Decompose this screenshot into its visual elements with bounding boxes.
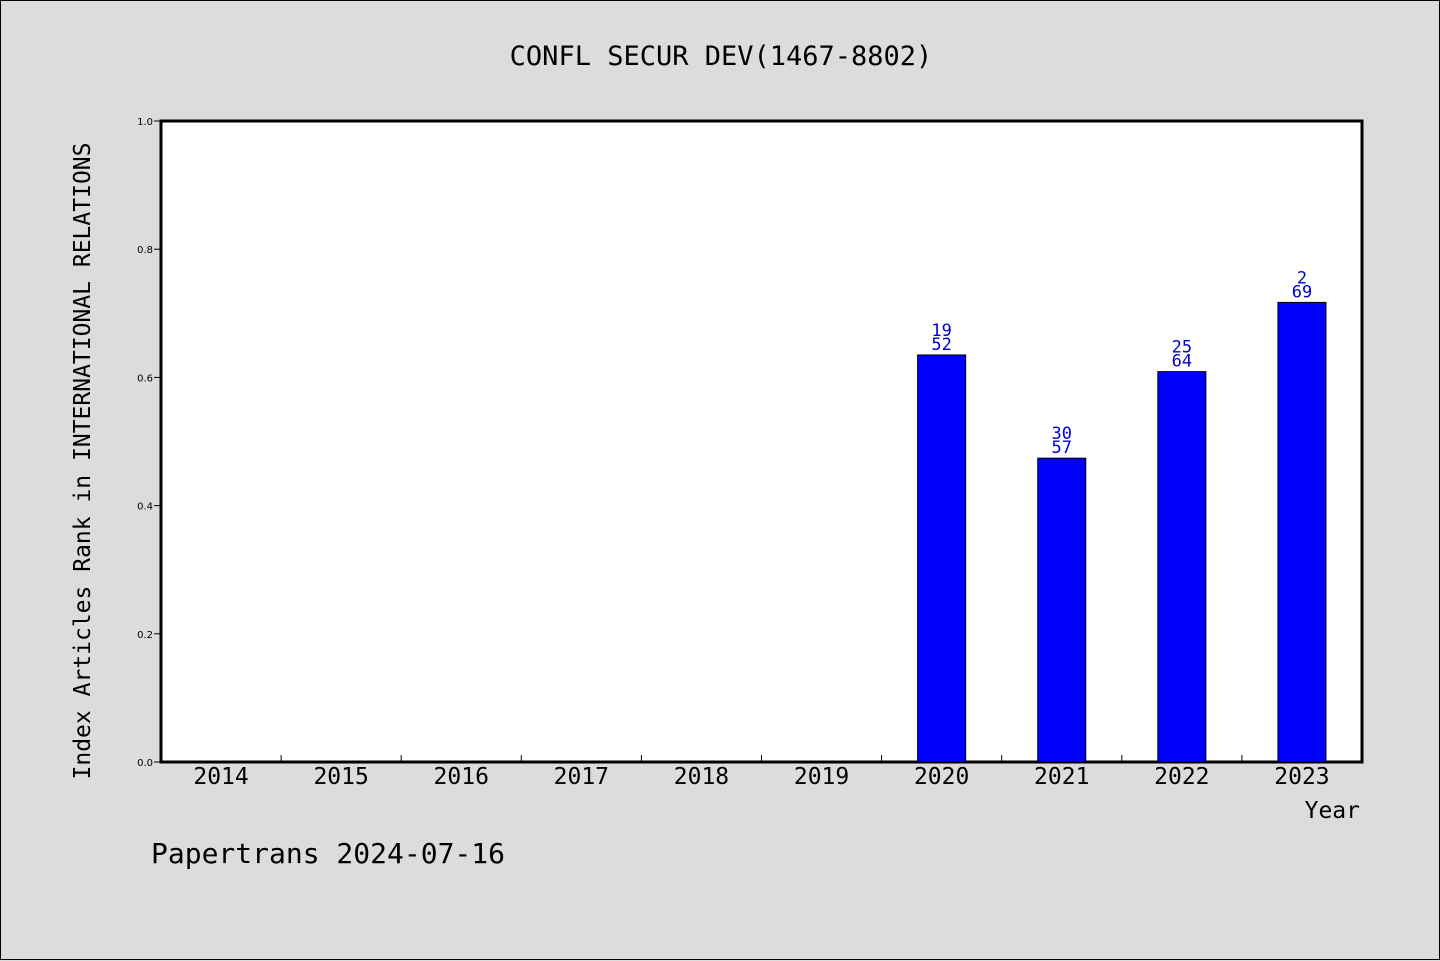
y-tick-label: 0.0 xyxy=(137,758,153,769)
footer-credit: Papertrans 2024-07-16 xyxy=(151,837,505,870)
y-axis-label: Index Articles Rank in INTERNATIONAL REL… xyxy=(70,143,96,780)
x-tick-label: 2018 xyxy=(674,764,729,790)
bar xyxy=(1277,301,1327,763)
x-axis-label: Year xyxy=(1305,798,1360,824)
y-tick-label: 0.2 xyxy=(137,630,153,641)
x-tick-label: 2015 xyxy=(313,764,368,790)
bar-label-rank: 30 xyxy=(1052,424,1072,444)
bar xyxy=(1157,371,1207,763)
bar-label-rank: 25 xyxy=(1172,338,1192,358)
bar-label-total: 69 xyxy=(1292,282,1312,302)
y-tick-label: 0.8 xyxy=(137,245,153,256)
bar-label-rank: 19 xyxy=(931,321,951,341)
bar-series xyxy=(917,301,1327,763)
y-tick-label: 0.6 xyxy=(137,373,153,384)
x-tick-label: 2016 xyxy=(434,764,489,790)
y-tick-label: 1.0 xyxy=(137,117,153,128)
x-axis: 2014 2015 2016 2017 2018 2019 2020 2021 2022 2023 xyxy=(193,755,1330,790)
bar-label-total: 64 xyxy=(1172,352,1192,372)
bar-label-total: 52 xyxy=(931,335,951,355)
y-tick-label: 0.4 xyxy=(137,502,153,513)
bar xyxy=(917,354,967,763)
x-tick-label: 2019 xyxy=(794,764,849,790)
x-tick-label: 2022 xyxy=(1154,764,1209,790)
x-tick-label: 2021 xyxy=(1034,764,1089,790)
y-axis: 0.0 0.2 0.4 0.6 0.8 1.0 xyxy=(137,117,161,769)
x-tick-label: 2020 xyxy=(914,764,969,790)
bar xyxy=(1037,457,1087,763)
bar-label-rank: 2 xyxy=(1297,268,1307,288)
bar-label-total: 57 xyxy=(1052,438,1072,458)
x-tick-label: 2017 xyxy=(554,764,609,790)
x-tick-label: 2023 xyxy=(1274,764,1329,790)
x-tick-label: 2014 xyxy=(193,764,248,790)
chart-title: CONFL SECUR DEV(1467-8802) xyxy=(510,41,933,72)
